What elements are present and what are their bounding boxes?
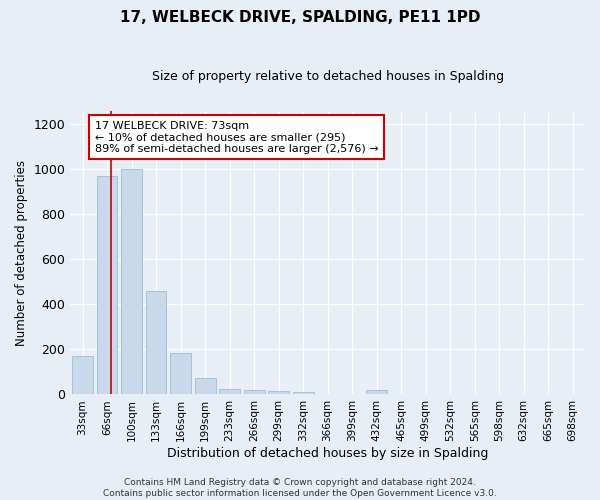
Bar <box>72 356 93 395</box>
Bar <box>268 392 289 394</box>
Bar <box>219 389 240 394</box>
Bar <box>293 392 314 394</box>
Bar <box>170 353 191 395</box>
Title: Size of property relative to detached houses in Spalding: Size of property relative to detached ho… <box>152 70 504 83</box>
Text: 17, WELBECK DRIVE, SPALDING, PE11 1PD: 17, WELBECK DRIVE, SPALDING, PE11 1PD <box>120 10 480 25</box>
Text: 17 WELBECK DRIVE: 73sqm
← 10% of detached houses are smaller (295)
89% of semi-d: 17 WELBECK DRIVE: 73sqm ← 10% of detache… <box>95 120 379 154</box>
Text: Contains HM Land Registry data © Crown copyright and database right 2024.
Contai: Contains HM Land Registry data © Crown c… <box>103 478 497 498</box>
X-axis label: Distribution of detached houses by size in Spalding: Distribution of detached houses by size … <box>167 447 488 460</box>
Y-axis label: Number of detached properties: Number of detached properties <box>15 160 28 346</box>
Bar <box>97 176 118 394</box>
Bar <box>121 169 142 394</box>
Bar <box>366 390 387 394</box>
Bar <box>194 378 215 394</box>
Bar <box>146 291 166 395</box>
Bar <box>244 390 265 394</box>
